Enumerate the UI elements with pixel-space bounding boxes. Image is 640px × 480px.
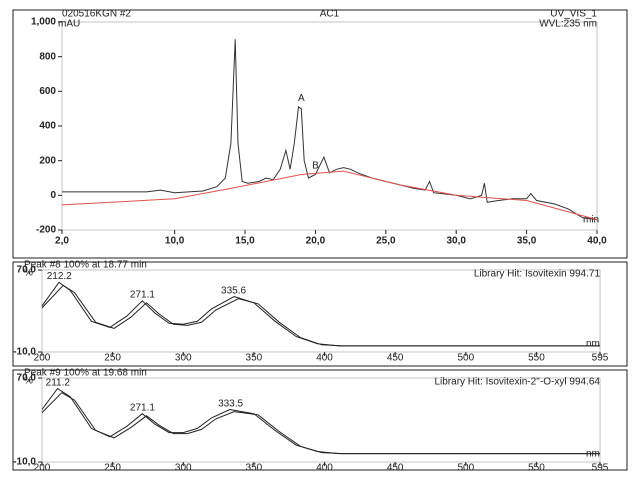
- trace: [41, 392, 600, 455]
- x-tick-label: 300: [175, 353, 192, 364]
- x-tick-label: 500: [457, 353, 474, 364]
- plot-area: [41, 269, 601, 353]
- channel: UV_VIS_1: [550, 9, 597, 20]
- subtitle: WVL:235 nm: [539, 19, 597, 30]
- x-tick-label: 595: [592, 353, 609, 364]
- x-tick-label: 25,0: [376, 236, 396, 247]
- plot-area: [41, 377, 601, 463]
- x-tick-label: 550: [528, 353, 545, 364]
- sample-name: 020516KGN #2: [62, 9, 131, 20]
- x-tick-label: 400: [316, 463, 333, 474]
- x-axis-label: nm: [586, 339, 600, 350]
- x-tick-label: 2,0: [55, 236, 69, 247]
- x-tick-label: 450: [387, 463, 404, 474]
- trace: [41, 387, 600, 455]
- trace: [61, 170, 598, 221]
- x-tick-label: 400: [316, 353, 333, 364]
- peak-label: 271.1: [130, 290, 155, 301]
- x-tick-label: 450: [387, 353, 404, 364]
- y-tick-label: 200: [39, 155, 56, 166]
- y-tick-label: 70,0: [17, 265, 37, 276]
- x-tick-label: 550: [528, 463, 545, 474]
- panel: [12, 369, 628, 471]
- x-tick-label: 20,0: [306, 236, 326, 247]
- chart-title: Peak #9 100% at 19.68 min: [24, 368, 147, 379]
- trace: [62, 39, 598, 221]
- peak-label: 271.1: [130, 402, 155, 413]
- y-tick-label: 600: [39, 86, 56, 97]
- y-axis-label: %: [24, 268, 33, 279]
- y-axis-label: mAU: [58, 19, 80, 30]
- y-tick-label: 70,0: [17, 373, 37, 384]
- x-tick-label: 10,0: [165, 236, 185, 247]
- y-axis-label: %: [24, 376, 33, 387]
- peak-label: 211.2: [46, 377, 71, 388]
- x-tick-label: 250: [104, 353, 121, 364]
- trace: [41, 281, 600, 347]
- annotation: A: [298, 93, 305, 104]
- x-tick-label: 350: [246, 353, 263, 364]
- chart-title: AC1: [320, 9, 340, 20]
- y-tick-label: -10,0: [13, 347, 36, 358]
- x-tick-label: 200: [34, 353, 51, 364]
- panel: [12, 9, 628, 259]
- chart-title: Peak #8 100% at 18.77 min: [24, 260, 147, 271]
- y-tick-label: 800: [39, 51, 56, 62]
- y-tick-label: 1,000: [31, 17, 56, 28]
- x-tick-label: 35,0: [517, 236, 537, 247]
- channel: Library Hit: Isovitexin 994.71: [474, 269, 601, 280]
- x-axis-label: min: [583, 215, 599, 226]
- panel: [12, 261, 628, 367]
- x-axis-label: nm: [586, 449, 600, 460]
- peak-label: 335.6: [221, 286, 246, 297]
- x-tick-label: 250: [104, 463, 121, 474]
- y-tick-label: -10,0: [13, 457, 36, 468]
- peak-label: 333.5: [218, 398, 243, 409]
- y-tick-label: -200: [36, 225, 56, 236]
- annotation: B: [312, 161, 319, 172]
- x-tick-label: 15,0: [235, 236, 255, 247]
- x-tick-label: 500: [457, 463, 474, 474]
- channel: Library Hit: Isovitexin-2''-O-xyl 994.64: [434, 377, 600, 388]
- y-tick-label: 400: [39, 121, 56, 132]
- x-tick-label: 350: [246, 463, 263, 474]
- x-tick-label: 595: [592, 463, 609, 474]
- peak-label: 212.2: [47, 271, 72, 282]
- x-tick-label: 40,0: [587, 236, 607, 247]
- trace: [41, 284, 600, 347]
- y-tick-label: 0: [50, 190, 56, 201]
- x-tick-label: 300: [175, 463, 192, 474]
- x-tick-label: 200: [34, 463, 51, 474]
- x-tick-label: 30,0: [446, 236, 466, 247]
